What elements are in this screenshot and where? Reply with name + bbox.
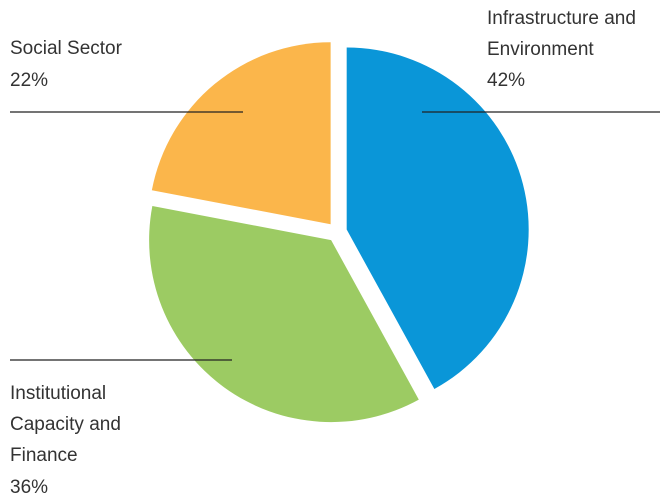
pie-slice bbox=[149, 205, 419, 423]
pie-slice bbox=[151, 42, 331, 225]
slice-value-label: 22% bbox=[10, 70, 49, 91]
slice-value-label: 36% bbox=[10, 477, 49, 498]
slice-label: Institutional Capacity and Finance bbox=[10, 383, 121, 466]
pie-slice bbox=[346, 47, 529, 390]
slice-label: Infrastructure and Environment bbox=[487, 8, 636, 60]
slice-label: Social Sector bbox=[10, 38, 122, 59]
slice-value-label: 42% bbox=[487, 70, 526, 91]
